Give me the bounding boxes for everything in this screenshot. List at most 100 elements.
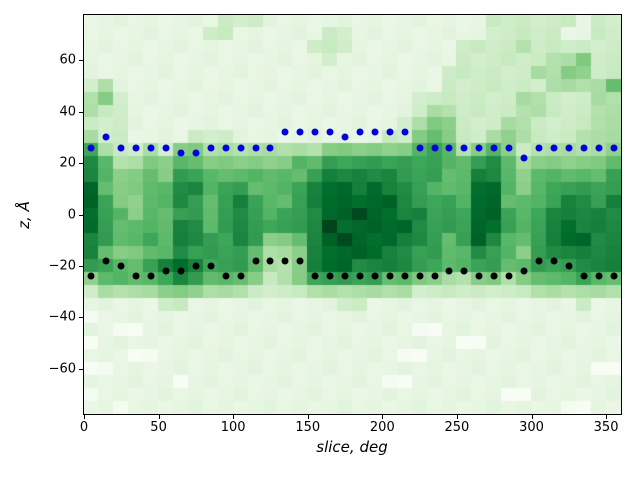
lower-boundary-dot — [595, 272, 603, 280]
upper-boundary-dot — [520, 154, 528, 162]
heatmap-canvas — [84, 15, 621, 414]
lower-boundary-dot — [401, 272, 409, 280]
upper-boundary-dot — [580, 144, 588, 152]
x-tick-label: 50 — [150, 420, 167, 435]
upper-boundary-dot — [490, 144, 498, 152]
lower-boundary-dot — [445, 267, 453, 275]
lower-boundary-dot — [237, 272, 245, 280]
upper-boundary-dot — [326, 128, 334, 136]
lower-boundary-dot — [550, 257, 558, 265]
y-tick-mark — [79, 214, 83, 216]
upper-boundary-dot — [445, 144, 453, 152]
lower-boundary-dot — [266, 257, 274, 265]
y-tick-mark — [79, 265, 83, 267]
lower-boundary-dot — [162, 267, 170, 275]
y-tick-label: −20 — [48, 258, 76, 274]
lower-boundary-dot — [580, 272, 588, 280]
upper-boundary-dot — [595, 144, 603, 152]
lower-boundary-dot — [296, 257, 304, 265]
y-tick-label: 40 — [59, 104, 76, 120]
upper-boundary-dot — [132, 144, 140, 152]
upper-boundary-dot — [102, 133, 110, 141]
lower-boundary-dot — [311, 272, 319, 280]
upper-boundary-dot — [386, 128, 394, 136]
lower-boundary-dot — [490, 272, 498, 280]
x-tick-label: 300 — [519, 420, 544, 435]
upper-boundary-dot — [296, 128, 304, 136]
upper-boundary-dot — [162, 144, 170, 152]
upper-boundary-dot — [341, 133, 349, 141]
y-tick-label: 0 — [67, 207, 76, 222]
upper-boundary-dot — [117, 144, 125, 152]
lower-boundary-dot — [520, 267, 528, 275]
upper-boundary-dot — [356, 128, 364, 136]
x-tick-label: 200 — [369, 420, 395, 435]
x-tick-mark — [606, 415, 608, 419]
y-tick-label: −60 — [48, 361, 76, 377]
upper-boundary-dot — [401, 128, 409, 136]
y-tick-mark — [79, 111, 83, 113]
y-tick-mark — [79, 163, 83, 165]
upper-boundary-dot — [535, 144, 543, 152]
y-tick-mark — [79, 368, 83, 370]
lower-boundary-dot — [505, 272, 513, 280]
lower-boundary-dot — [535, 257, 543, 265]
upper-boundary-dot — [505, 144, 513, 152]
lower-boundary-dot — [341, 272, 349, 280]
x-tick-mark — [233, 415, 235, 419]
lower-boundary-dot — [117, 262, 125, 270]
x-tick-label: 0 — [79, 420, 89, 435]
upper-boundary-dot — [281, 128, 289, 136]
upper-boundary-dot — [565, 144, 573, 152]
upper-boundary-dot — [147, 144, 155, 152]
upper-boundary-dot — [252, 144, 260, 152]
x-tick-mark — [158, 415, 160, 419]
lower-boundary-dot — [87, 272, 95, 280]
y-tick-label: −40 — [48, 309, 76, 325]
upper-boundary-dot — [87, 144, 95, 152]
upper-boundary-dot — [266, 144, 274, 152]
x-tick-label: 150 — [295, 420, 321, 435]
y-tick-label: 60 — [59, 52, 76, 68]
plot-area — [83, 14, 622, 415]
x-axis-label: slice, deg — [316, 438, 388, 456]
upper-boundary-dot — [550, 144, 558, 152]
upper-boundary-dot — [460, 144, 468, 152]
upper-boundary-dot — [222, 144, 230, 152]
y-tick-mark — [79, 60, 83, 62]
lower-boundary-dot — [252, 257, 260, 265]
lower-boundary-dot — [281, 257, 289, 265]
x-tick-label: 350 — [593, 420, 619, 435]
upper-boundary-dot — [311, 128, 319, 136]
upper-boundary-dot — [431, 144, 439, 152]
upper-boundary-dot — [237, 144, 245, 152]
y-tick-label: 20 — [59, 155, 76, 171]
lower-boundary-dot — [610, 272, 618, 280]
upper-boundary-dot — [371, 128, 379, 136]
lower-boundary-dot — [177, 267, 185, 275]
x-tick-label: 250 — [444, 420, 470, 435]
lower-boundary-dot — [371, 272, 379, 280]
lower-boundary-dot — [431, 272, 439, 280]
lower-boundary-dot — [416, 272, 424, 280]
x-tick-mark — [307, 415, 309, 419]
lower-boundary-dot — [460, 267, 468, 275]
x-tick-mark — [456, 415, 458, 419]
upper-boundary-dot — [610, 144, 618, 152]
lower-boundary-dot — [147, 272, 155, 280]
upper-boundary-dot — [177, 149, 185, 157]
x-tick-mark — [531, 415, 533, 419]
lower-boundary-dot — [102, 257, 110, 265]
y-axis-label: z, Å — [15, 201, 33, 229]
lower-boundary-dot — [356, 272, 364, 280]
lower-boundary-dot — [565, 262, 573, 270]
x-tick-mark — [84, 415, 85, 419]
lower-boundary-dot — [207, 262, 215, 270]
upper-boundary-dot — [192, 149, 200, 157]
x-tick-label: 100 — [220, 420, 246, 435]
upper-boundary-dot — [475, 144, 483, 152]
lower-boundary-dot — [386, 272, 394, 280]
upper-boundary-dot — [207, 144, 215, 152]
lower-boundary-dot — [222, 272, 230, 280]
y-tick-mark — [79, 317, 83, 319]
